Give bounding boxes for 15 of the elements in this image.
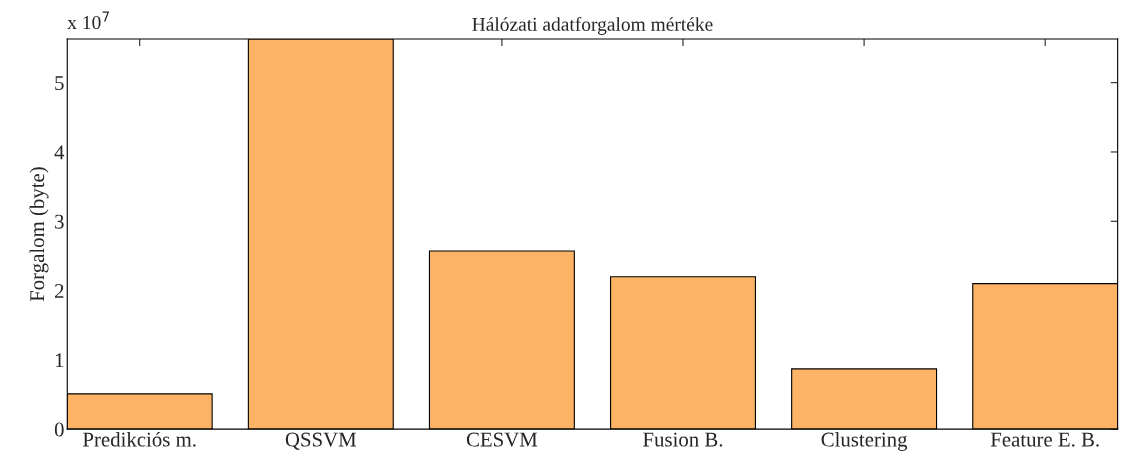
y-tick-label: 3 [55, 214, 64, 229]
y-tick-label: 1 [55, 353, 64, 368]
x-tick-label: Fusion B. [643, 432, 723, 447]
y-tick-label: 0 [54, 422, 64, 437]
x-tick-label: CESVM [466, 432, 538, 447]
y-tick-label: 4 [54, 145, 65, 160]
text: x 10$^{7}$ [67, 11, 109, 30]
y-tick-label: 2 [54, 284, 64, 298]
x-tick-label: Predikciós m. [83, 431, 196, 447]
x-tick-label: Feature E. B. [990, 432, 1099, 447]
chart-title: Hálózati adatforgalom mértéke [472, 16, 713, 35]
y-tick-label: 5 [55, 76, 64, 91]
y-axis-title: Forgalom (byte) [29, 167, 49, 302]
x-tick-label: Clustering [821, 431, 908, 451]
x-tick-label: QSSVM [285, 432, 357, 450]
